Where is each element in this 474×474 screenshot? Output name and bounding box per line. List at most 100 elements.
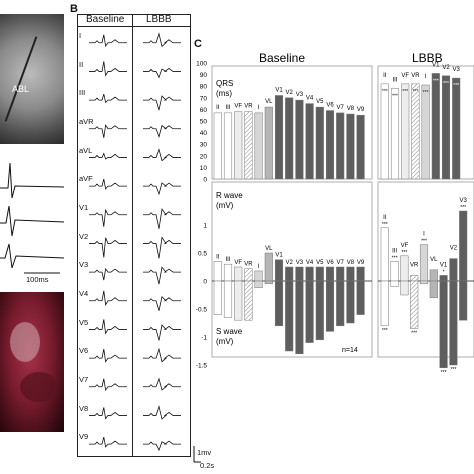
qrs-baseline-bar-label: V6	[326, 103, 334, 109]
s-wave-lbbb-sig-marker: ***	[450, 367, 456, 373]
qrs-baseline-bar	[315, 106, 324, 180]
s-wave-baseline-bar	[346, 280, 355, 324]
ecg-lead-label: V9	[79, 432, 89, 442]
r-wave-baseline-bar	[274, 259, 284, 282]
rs-lbbb-bar-label: VR	[410, 262, 419, 268]
qrs-lbbb-sig-marker: ***	[392, 94, 398, 100]
rs-ytick-label: 0	[203, 279, 207, 286]
qrs-baseline-bar	[325, 110, 335, 180]
r-wave-lbbb-bar	[410, 275, 419, 282]
s-wave-baseline-bar	[325, 280, 335, 332]
ecg-trace-lbbb	[143, 67, 181, 79]
rs-lbbb-bar-label: V3	[460, 198, 468, 204]
ecg-trace-lbbb	[143, 95, 181, 111]
r-wave-lbbb-sig-marker: ***	[460, 205, 466, 211]
qrs-ytick-label: 30	[200, 142, 208, 149]
r-wave-baseline-bar	[336, 266, 345, 282]
ecg-trace-lbbb	[143, 324, 181, 341]
s-wave-baseline-bar	[274, 280, 284, 327]
qrs-baseline-bar	[336, 112, 345, 180]
qrs-ytick-label: 100	[196, 61, 207, 68]
qrs-baseline-bar	[295, 99, 304, 180]
r-wave-lbbb-sig-marker: ***	[401, 250, 407, 256]
ecg-trace-baseline	[89, 378, 127, 391]
rs-baseline-bar-label: V4	[306, 260, 314, 266]
qrs-lbbb-sig-marker: ***	[443, 81, 449, 87]
rs-ytick-label: 1	[203, 223, 207, 230]
s-wave-baseline-bar	[356, 280, 365, 315]
qrs-lbbb-bar-label: V3	[453, 67, 461, 73]
qrs-baseline-bar-label: II	[216, 105, 220, 111]
ecg-trace-baseline	[89, 290, 127, 306]
ecg-header-baseline: Baseline	[86, 14, 125, 25]
ecg-trace-lbbb	[143, 148, 181, 162]
qrs-lbbb-bar	[452, 77, 461, 180]
qrs-ytick-label: 50	[200, 119, 208, 126]
s-wave-ylabel: S wave	[216, 327, 243, 336]
ecg-trace-baseline	[89, 34, 127, 47]
ecg-header-lbbb: LBBB	[146, 14, 172, 25]
s-wave-baseline-bar	[223, 280, 233, 318]
rs-ytick-label: 0.5	[198, 251, 207, 258]
ecg-lead-label: II	[79, 59, 84, 69]
rs-baseline-bar-label: VF	[234, 260, 242, 266]
panel-a: ABL 100ms	[0, 0, 64, 474]
rs-baseline-bar-label: V6	[326, 260, 334, 266]
ecg-trace-lbbb	[143, 182, 181, 196]
rs-ytick-label: -0.5	[196, 307, 208, 314]
qrs-baseline-bar	[223, 112, 233, 180]
qrs-lbbb-sig-marker: ***	[402, 89, 408, 95]
trace-1	[0, 162, 64, 199]
ecg-trace-lbbb	[143, 208, 181, 229]
ecg-trace-lbbb	[143, 377, 181, 391]
ecg-lead-label: V3	[79, 260, 89, 270]
s-wave-lbbb-bar	[410, 280, 419, 329]
ecg-trace-lbbb	[143, 295, 181, 311]
r-wave-baseline-bar	[264, 252, 273, 282]
fluoro-label: ABL	[12, 84, 30, 94]
trace-3	[0, 243, 64, 269]
r-wave-baseline-bar	[254, 270, 263, 282]
r-wave-lbbb-bar	[380, 227, 389, 282]
ecg-scale-s: 0.2s	[200, 461, 215, 470]
r-wave-lbbb-bar	[439, 275, 448, 282]
panel-c-label: C	[194, 38, 202, 50]
rs-lbbb-bar-label: VL	[430, 257, 438, 263]
ecg-trace-lbbb	[143, 404, 181, 420]
qrs-ytick-label: 90	[200, 72, 208, 79]
rs-baseline-bar-label: V7	[337, 260, 345, 266]
s-wave-lbbb-bar	[419, 280, 429, 285]
ecg-trace-baseline	[89, 319, 127, 335]
qrs-lbbb-bar	[390, 88, 400, 180]
r-wave-lbbb-sig-marker: ***	[421, 239, 427, 245]
qrs-lbbb-bar-label: V2	[442, 65, 450, 71]
ecg-lead-label: I	[79, 31, 82, 40]
qrs-baseline-bar-label: V7	[337, 105, 345, 111]
s-wave-baseline-bar	[234, 280, 243, 321]
ecg-lead-label: aVL	[79, 145, 93, 155]
rs-baseline-bar-label: V5	[316, 260, 324, 266]
ecg-lead-label: aVR	[79, 117, 94, 126]
s-wave-lbbb-sig-marker: ***	[382, 328, 388, 334]
qrs-baseline-bar-label: V4	[306, 96, 314, 102]
ecg-trace-lbbb	[143, 266, 181, 285]
rs-baseline-bar-label: V3	[296, 260, 304, 266]
ecg-trace-lbbb	[143, 32, 181, 48]
qrs-lbbb-bar	[401, 83, 410, 180]
rs-ytick-label: -1.5	[196, 363, 208, 370]
trace-2	[0, 205, 64, 237]
qrs-lbbb-bar	[441, 75, 451, 180]
r-wave-baseline-bar	[325, 266, 335, 282]
r-wave-baseline-bar	[213, 261, 222, 282]
qrs-baseline-bar-label: I	[258, 105, 260, 111]
qrs-baseline-bar-label: V9	[357, 107, 365, 113]
ecg-trace-baseline	[89, 61, 127, 77]
qrs-lbbb-sig-marker: ***	[382, 89, 388, 95]
ecg-trace-baseline	[89, 407, 127, 420]
rs-baseline-bar-label: V2	[286, 260, 294, 266]
ecg-lead-label: V5	[79, 317, 89, 327]
qrs-lbbb-bar	[431, 73, 440, 180]
ecg-trace-lbbb	[143, 347, 181, 363]
qrs-ytick-label: 80	[200, 84, 208, 91]
